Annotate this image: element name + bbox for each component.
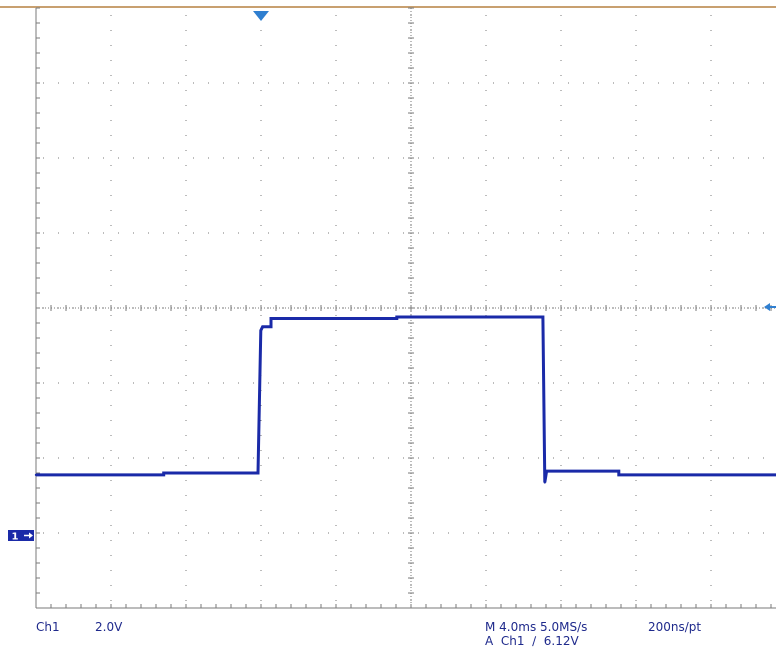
arrow-right-icon xyxy=(24,532,33,539)
channel-1-ground-marker[interactable]: 1 xyxy=(8,530,34,543)
waveform-point xyxy=(162,471,165,475)
waveform-point xyxy=(269,317,273,320)
waveform-point xyxy=(261,325,264,328)
trigger-readout: A Ch1 ∕ 6.12V xyxy=(485,634,579,648)
waveform-point xyxy=(541,315,545,319)
waveform-point xyxy=(162,473,165,477)
waveform-point xyxy=(617,469,620,473)
channel-readout: Ch1 xyxy=(36,620,60,634)
volts-per-div-readout: 2.0V xyxy=(95,620,123,634)
timebase-readout: M 4.0ms 5.0MS/s xyxy=(485,620,588,634)
waveform-point xyxy=(545,469,548,473)
waveform-point xyxy=(259,329,262,332)
waveform-point xyxy=(617,473,620,477)
arrow-left-icon[interactable] xyxy=(764,303,776,311)
waveform-point xyxy=(395,315,398,319)
waveform-point xyxy=(34,473,38,477)
waveform-point xyxy=(256,471,260,475)
graticule xyxy=(35,7,776,609)
triangle-down-icon[interactable] xyxy=(253,11,269,21)
waveform-point xyxy=(269,325,273,328)
ch1-waveform-trace xyxy=(36,315,776,483)
waveform-point xyxy=(543,481,546,484)
record-length-readout: 200ns/pt xyxy=(648,620,702,634)
channel-1-marker-label: 1 xyxy=(12,532,19,543)
